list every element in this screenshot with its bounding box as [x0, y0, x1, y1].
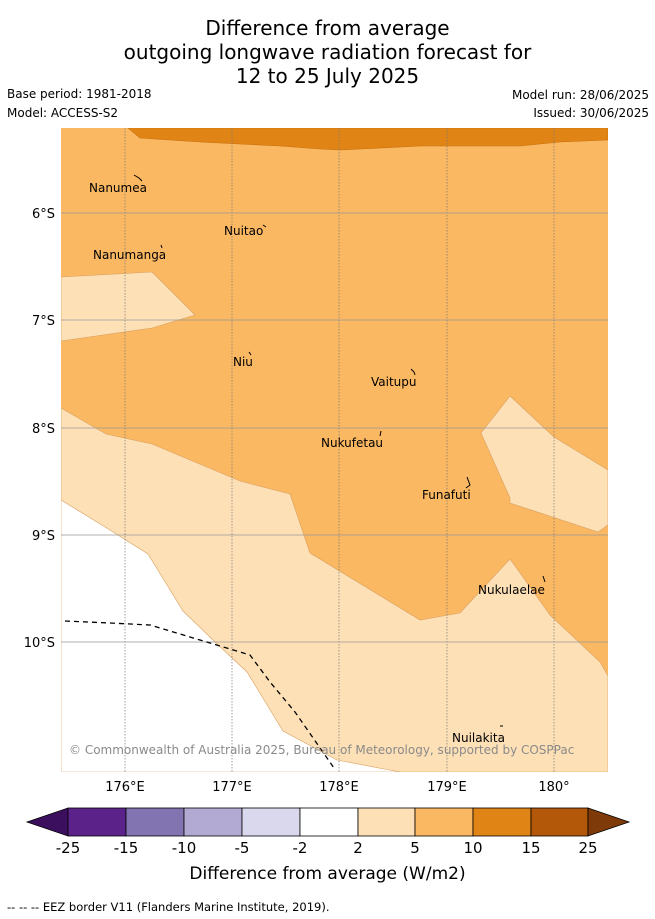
map-title: Difference from average outgoing longwav…: [0, 16, 655, 88]
title-line-2: outgoing longwave radiation forecast for: [123, 40, 532, 64]
lon-tick-label: 179°E: [427, 780, 467, 795]
colorbar-label: Difference from average (W/m2): [189, 864, 466, 884]
colorbar-bin: [530, 807, 589, 837]
lon-tick-label: 176°E: [105, 780, 145, 795]
place-niu: Niu: [233, 355, 253, 369]
lat-tick-label: 6°S: [32, 207, 55, 222]
lon-tick-label: 180°: [538, 780, 569, 795]
colorbar-bin: [357, 807, 416, 837]
colorbar-tick: 25: [578, 839, 597, 857]
place-funafuti: Funafuti: [422, 488, 471, 502]
model-run: Model run: 28/06/2025: [511, 88, 649, 102]
lon-tick-label: 177°E: [212, 780, 252, 795]
title-line-1: Difference from average: [205, 16, 450, 40]
colorbar-tick: -5: [235, 839, 250, 857]
model-name: Model: ACCESS-S2: [7, 106, 119, 120]
lon-tick-label: 178°E: [319, 780, 359, 795]
place-nukufetau: Nukufetau: [321, 436, 383, 450]
band-2-5-east: [480, 395, 608, 533]
eez-border-line: [64, 620, 335, 769]
place-nuilakita: Nuilakita: [452, 731, 505, 745]
colorbar-tick: 15: [521, 839, 540, 857]
place-nuitao: Nuitao: [224, 224, 263, 238]
colorbar-tick: -15: [114, 839, 139, 857]
base-period: Base period: 1981-2018: [7, 87, 152, 101]
place-nukulaelae: Nukulaelae: [478, 583, 545, 597]
colorbar-bin: [67, 807, 127, 837]
colorbar-bin: [414, 807, 474, 837]
island-outlines: [133, 174, 546, 727]
issued-date: Issued: 30/06/2025: [533, 106, 649, 120]
colorbar-tick: -25: [56, 839, 81, 857]
colorbar-bin: [125, 807, 185, 837]
colorbar-bin: [183, 807, 243, 837]
latitude-gridlines: [61, 212, 608, 643]
title-line-3: 12 to 25 July 2025: [235, 64, 420, 88]
colorbar-tick: 2: [353, 839, 363, 857]
colorbar: [25, 807, 631, 837]
band-neutral: [61, 499, 401, 772]
colorbar-bin: [241, 807, 301, 837]
colorbar-tick: -10: [172, 839, 197, 857]
lat-tick-label: 8°S: [32, 422, 55, 437]
colorbar-bin: [472, 807, 532, 837]
lat-tick-label: 9°S: [32, 529, 55, 544]
eez-border-legend: -- -- -- EEZ border V11 (Flanders Marine…: [7, 900, 330, 914]
colorbar-tick: 5: [410, 839, 420, 857]
band-10-15: [127, 128, 608, 151]
band-2-5-west: [61, 271, 196, 342]
lat-tick-label: 7°S: [32, 314, 55, 329]
copyright-notice: © Commonwealth of Australia 2025, Bureau…: [69, 743, 574, 757]
colorbar-tick: 10: [463, 839, 482, 857]
lat-tick-label: 10°S: [24, 636, 55, 651]
colorbar-bin: [299, 807, 359, 837]
colorbar-extend-high: [587, 807, 631, 837]
place-nanumea: Nanumea: [89, 181, 147, 195]
colorbar-tick: -2: [293, 839, 308, 857]
place-nanumanga: Nanumanga: [93, 248, 166, 262]
longitude-gridlines: [124, 128, 555, 772]
place-vaitupu: Vaitupu: [371, 375, 417, 389]
colorbar-extend-low: [25, 807, 69, 837]
